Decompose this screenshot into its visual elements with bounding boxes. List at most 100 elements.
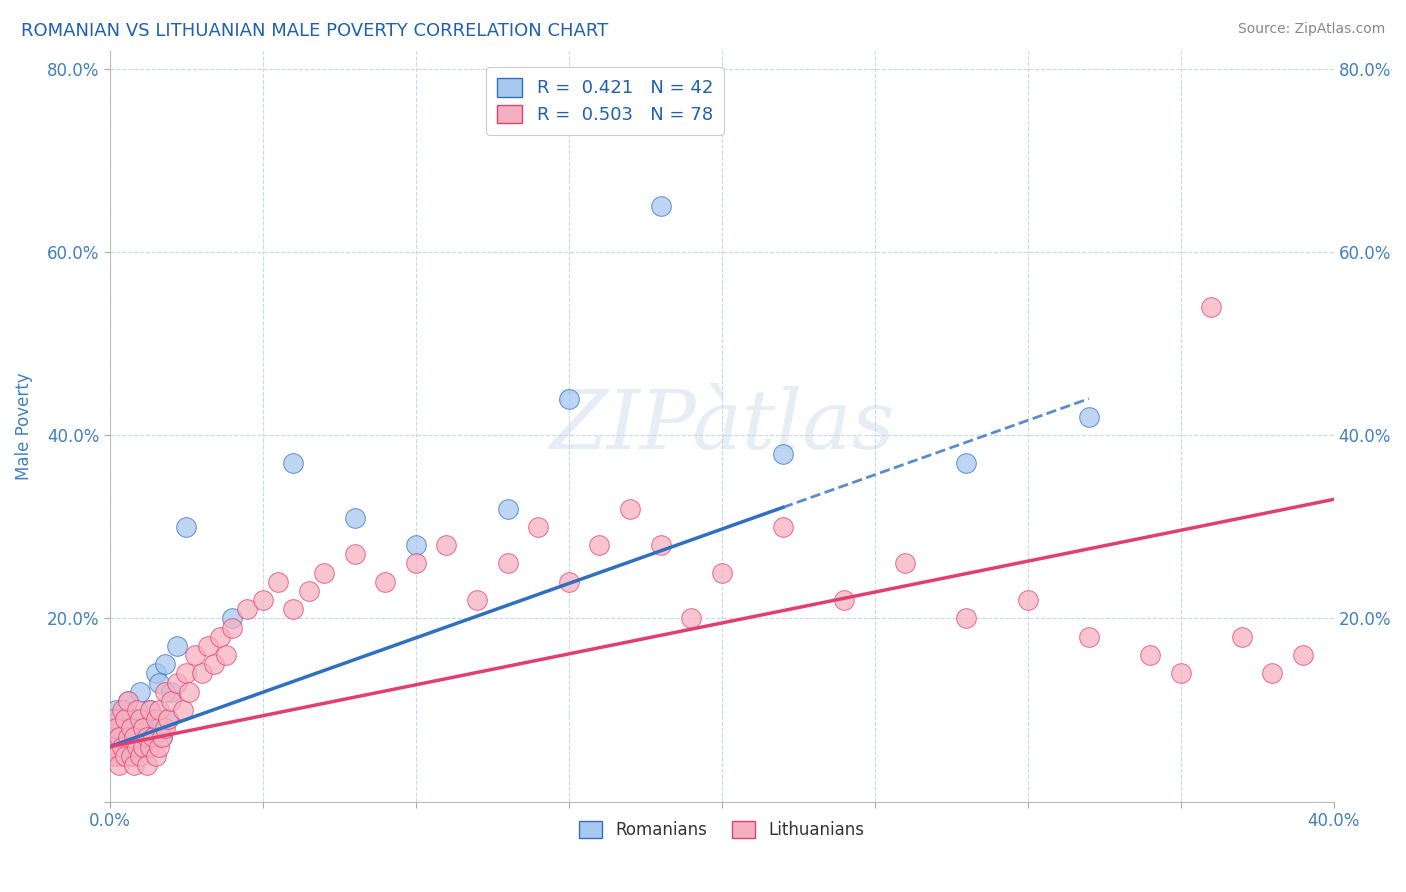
Point <box>114 703 136 717</box>
Point <box>1230 630 1253 644</box>
Point <box>190 666 212 681</box>
Point <box>619 501 641 516</box>
Point <box>117 694 139 708</box>
Point <box>124 731 146 745</box>
Point <box>312 566 335 580</box>
Point <box>148 721 170 735</box>
Point <box>142 731 165 745</box>
Point <box>127 712 149 726</box>
Point <box>156 712 179 726</box>
Point <box>132 721 155 735</box>
Point <box>405 557 427 571</box>
Point <box>1077 409 1099 424</box>
Point <box>120 739 142 754</box>
Point <box>120 748 142 763</box>
Point <box>148 675 170 690</box>
Point <box>114 712 136 726</box>
Text: Source: ZipAtlas.com: Source: ZipAtlas.com <box>1237 22 1385 37</box>
Point <box>208 630 231 644</box>
Point <box>1170 666 1192 681</box>
Point <box>135 731 157 745</box>
Point <box>252 593 274 607</box>
Point <box>772 447 794 461</box>
Point <box>221 621 243 635</box>
Point <box>267 574 290 589</box>
Point <box>145 748 167 763</box>
Point <box>176 520 198 534</box>
Point <box>650 538 672 552</box>
Point <box>124 758 146 772</box>
Point <box>101 748 124 763</box>
Point <box>283 602 305 616</box>
Point <box>148 703 170 717</box>
Point <box>138 703 160 717</box>
Text: ZIPàtlas: ZIPàtlas <box>548 386 894 467</box>
Point <box>160 684 183 698</box>
Point <box>114 748 136 763</box>
Point <box>1139 648 1161 662</box>
Point <box>179 684 201 698</box>
Point <box>153 721 176 735</box>
Point <box>145 712 167 726</box>
Point <box>148 739 170 754</box>
Point <box>129 748 152 763</box>
Point <box>135 739 157 754</box>
Point <box>145 712 167 726</box>
Point <box>681 611 703 625</box>
Point <box>145 666 167 681</box>
Point <box>104 739 127 754</box>
Point <box>117 694 139 708</box>
Point <box>138 739 160 754</box>
Point <box>496 557 519 571</box>
Point <box>104 721 127 735</box>
Point <box>108 731 131 745</box>
Point <box>166 639 188 653</box>
Point <box>405 538 427 552</box>
Point <box>153 684 176 698</box>
Point <box>101 739 124 754</box>
Point <box>129 712 152 726</box>
Point <box>343 547 366 561</box>
Point <box>117 731 139 745</box>
Point <box>127 739 149 754</box>
Point <box>184 648 207 662</box>
Legend: Romanians, Lithuanians: Romanians, Lithuanians <box>572 814 872 846</box>
Point <box>142 731 165 745</box>
Point <box>111 721 134 735</box>
Point <box>166 675 188 690</box>
Point <box>120 721 142 735</box>
Point <box>111 703 134 717</box>
Point <box>150 731 173 745</box>
Point <box>588 538 610 552</box>
Point <box>117 731 139 745</box>
Point <box>108 731 131 745</box>
Point <box>465 593 488 607</box>
Point <box>1261 666 1284 681</box>
Point <box>496 501 519 516</box>
Point <box>955 611 977 625</box>
Point <box>156 712 179 726</box>
Point <box>1077 630 1099 644</box>
Point <box>129 731 152 745</box>
Point <box>1292 648 1315 662</box>
Point <box>150 731 173 745</box>
Point <box>101 721 124 735</box>
Point <box>374 574 396 589</box>
Point <box>111 739 134 754</box>
Point <box>138 703 160 717</box>
Point <box>176 666 198 681</box>
Point <box>527 520 550 534</box>
Point <box>132 739 155 754</box>
Point <box>221 611 243 625</box>
Point <box>104 703 127 717</box>
Point <box>1199 300 1222 314</box>
Point <box>104 748 127 763</box>
Point <box>202 657 225 672</box>
Point <box>955 456 977 470</box>
Point <box>772 520 794 534</box>
Point <box>114 739 136 754</box>
Point <box>283 456 305 470</box>
Point <box>124 721 146 735</box>
Text: ROMANIAN VS LITHUANIAN MALE POVERTY CORRELATION CHART: ROMANIAN VS LITHUANIAN MALE POVERTY CORR… <box>21 22 609 40</box>
Point <box>129 684 152 698</box>
